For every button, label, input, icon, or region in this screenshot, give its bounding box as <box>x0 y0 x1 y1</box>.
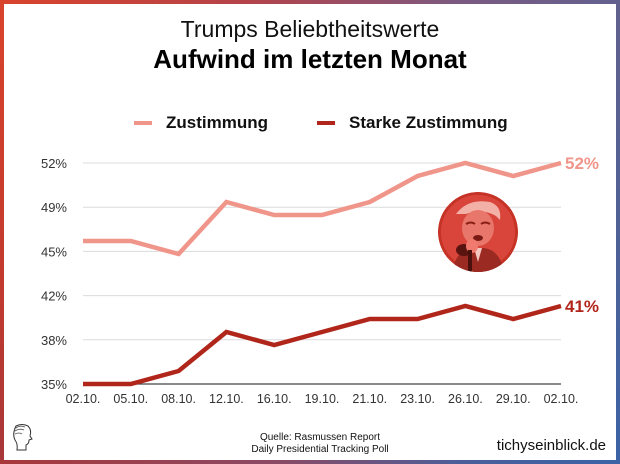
end-value-label: 52% <box>565 154 599 173</box>
chart-subtitle: Aufwind im letzten Monat <box>153 44 467 74</box>
source-line-1: Quelle: Rasmussen Report <box>259 432 381 443</box>
legend-item-starke-zustimmung: Starke Zustimmung <box>317 113 508 133</box>
x-tick-label: 29.10. <box>496 392 531 406</box>
legend-swatch-starke-zustimmung <box>317 121 335 125</box>
x-tick-label: 26.10. <box>448 392 483 406</box>
x-tick-label: 19.10. <box>305 392 340 406</box>
series-line-starke-zustimmung <box>83 303 562 387</box>
legend-label-starke-zustimmung: Starke Zustimmung <box>349 113 508 132</box>
x-tick-label: 05.10. <box>113 392 148 406</box>
x-tick-label: 12.10. <box>209 392 244 406</box>
source-note: Quelle: Rasmussen Report Daily President… <box>220 432 420 456</box>
y-tick-label: 49% <box>41 200 67 215</box>
series-line-zustimmung <box>83 160 562 257</box>
y-tick-label: 35% <box>41 377 67 392</box>
border-bottom <box>0 460 620 464</box>
border-top <box>0 0 620 4</box>
x-axis-ticks: 02.10. 05.10. 08.10. 12.10. 16.10. 19.10. 21.1… <box>66 392 579 406</box>
legend-label-zustimmung: Zustimmung <box>166 113 268 132</box>
x-tick-label: 02.10. <box>544 392 579 406</box>
border-left <box>0 0 4 464</box>
brand-link[interactable]: tichyseinblick.de <box>496 437 606 454</box>
y-tick-label: 45% <box>41 244 67 259</box>
portrait-photo-icon <box>438 192 518 272</box>
x-tick-label: 16.10. <box>257 392 292 406</box>
border-right <box>616 0 620 464</box>
logo-icon <box>8 422 38 452</box>
legend: Zustimmung Starke Zustimmung <box>0 113 620 137</box>
legend-item-zustimmung: Zustimmung <box>134 113 268 133</box>
chart-title: Trumps Beliebtheitswerte <box>180 16 440 42</box>
end-value-label: 41% <box>565 297 599 316</box>
portrait-photo <box>438 192 518 272</box>
end-labels: 52% 41% <box>565 154 599 316</box>
legend-swatch-zustimmung <box>134 121 152 125</box>
source-line-2: Daily Presidential Tracking Poll <box>251 444 389 455</box>
x-tick-label: 08.10. <box>161 392 196 406</box>
x-tick-label: 21.10. <box>352 392 387 406</box>
y-tick-label: 42% <box>41 289 67 304</box>
x-tick-label: 23.10. <box>400 392 435 406</box>
x-tick-label: 02.10. <box>66 392 101 406</box>
series-lines <box>83 160 562 387</box>
y-axis-ticks: 35% 38% 42% 45% 49% 52% <box>41 156 67 392</box>
y-tick-label: 52% <box>41 156 67 171</box>
y-tick-label: 38% <box>41 333 67 348</box>
